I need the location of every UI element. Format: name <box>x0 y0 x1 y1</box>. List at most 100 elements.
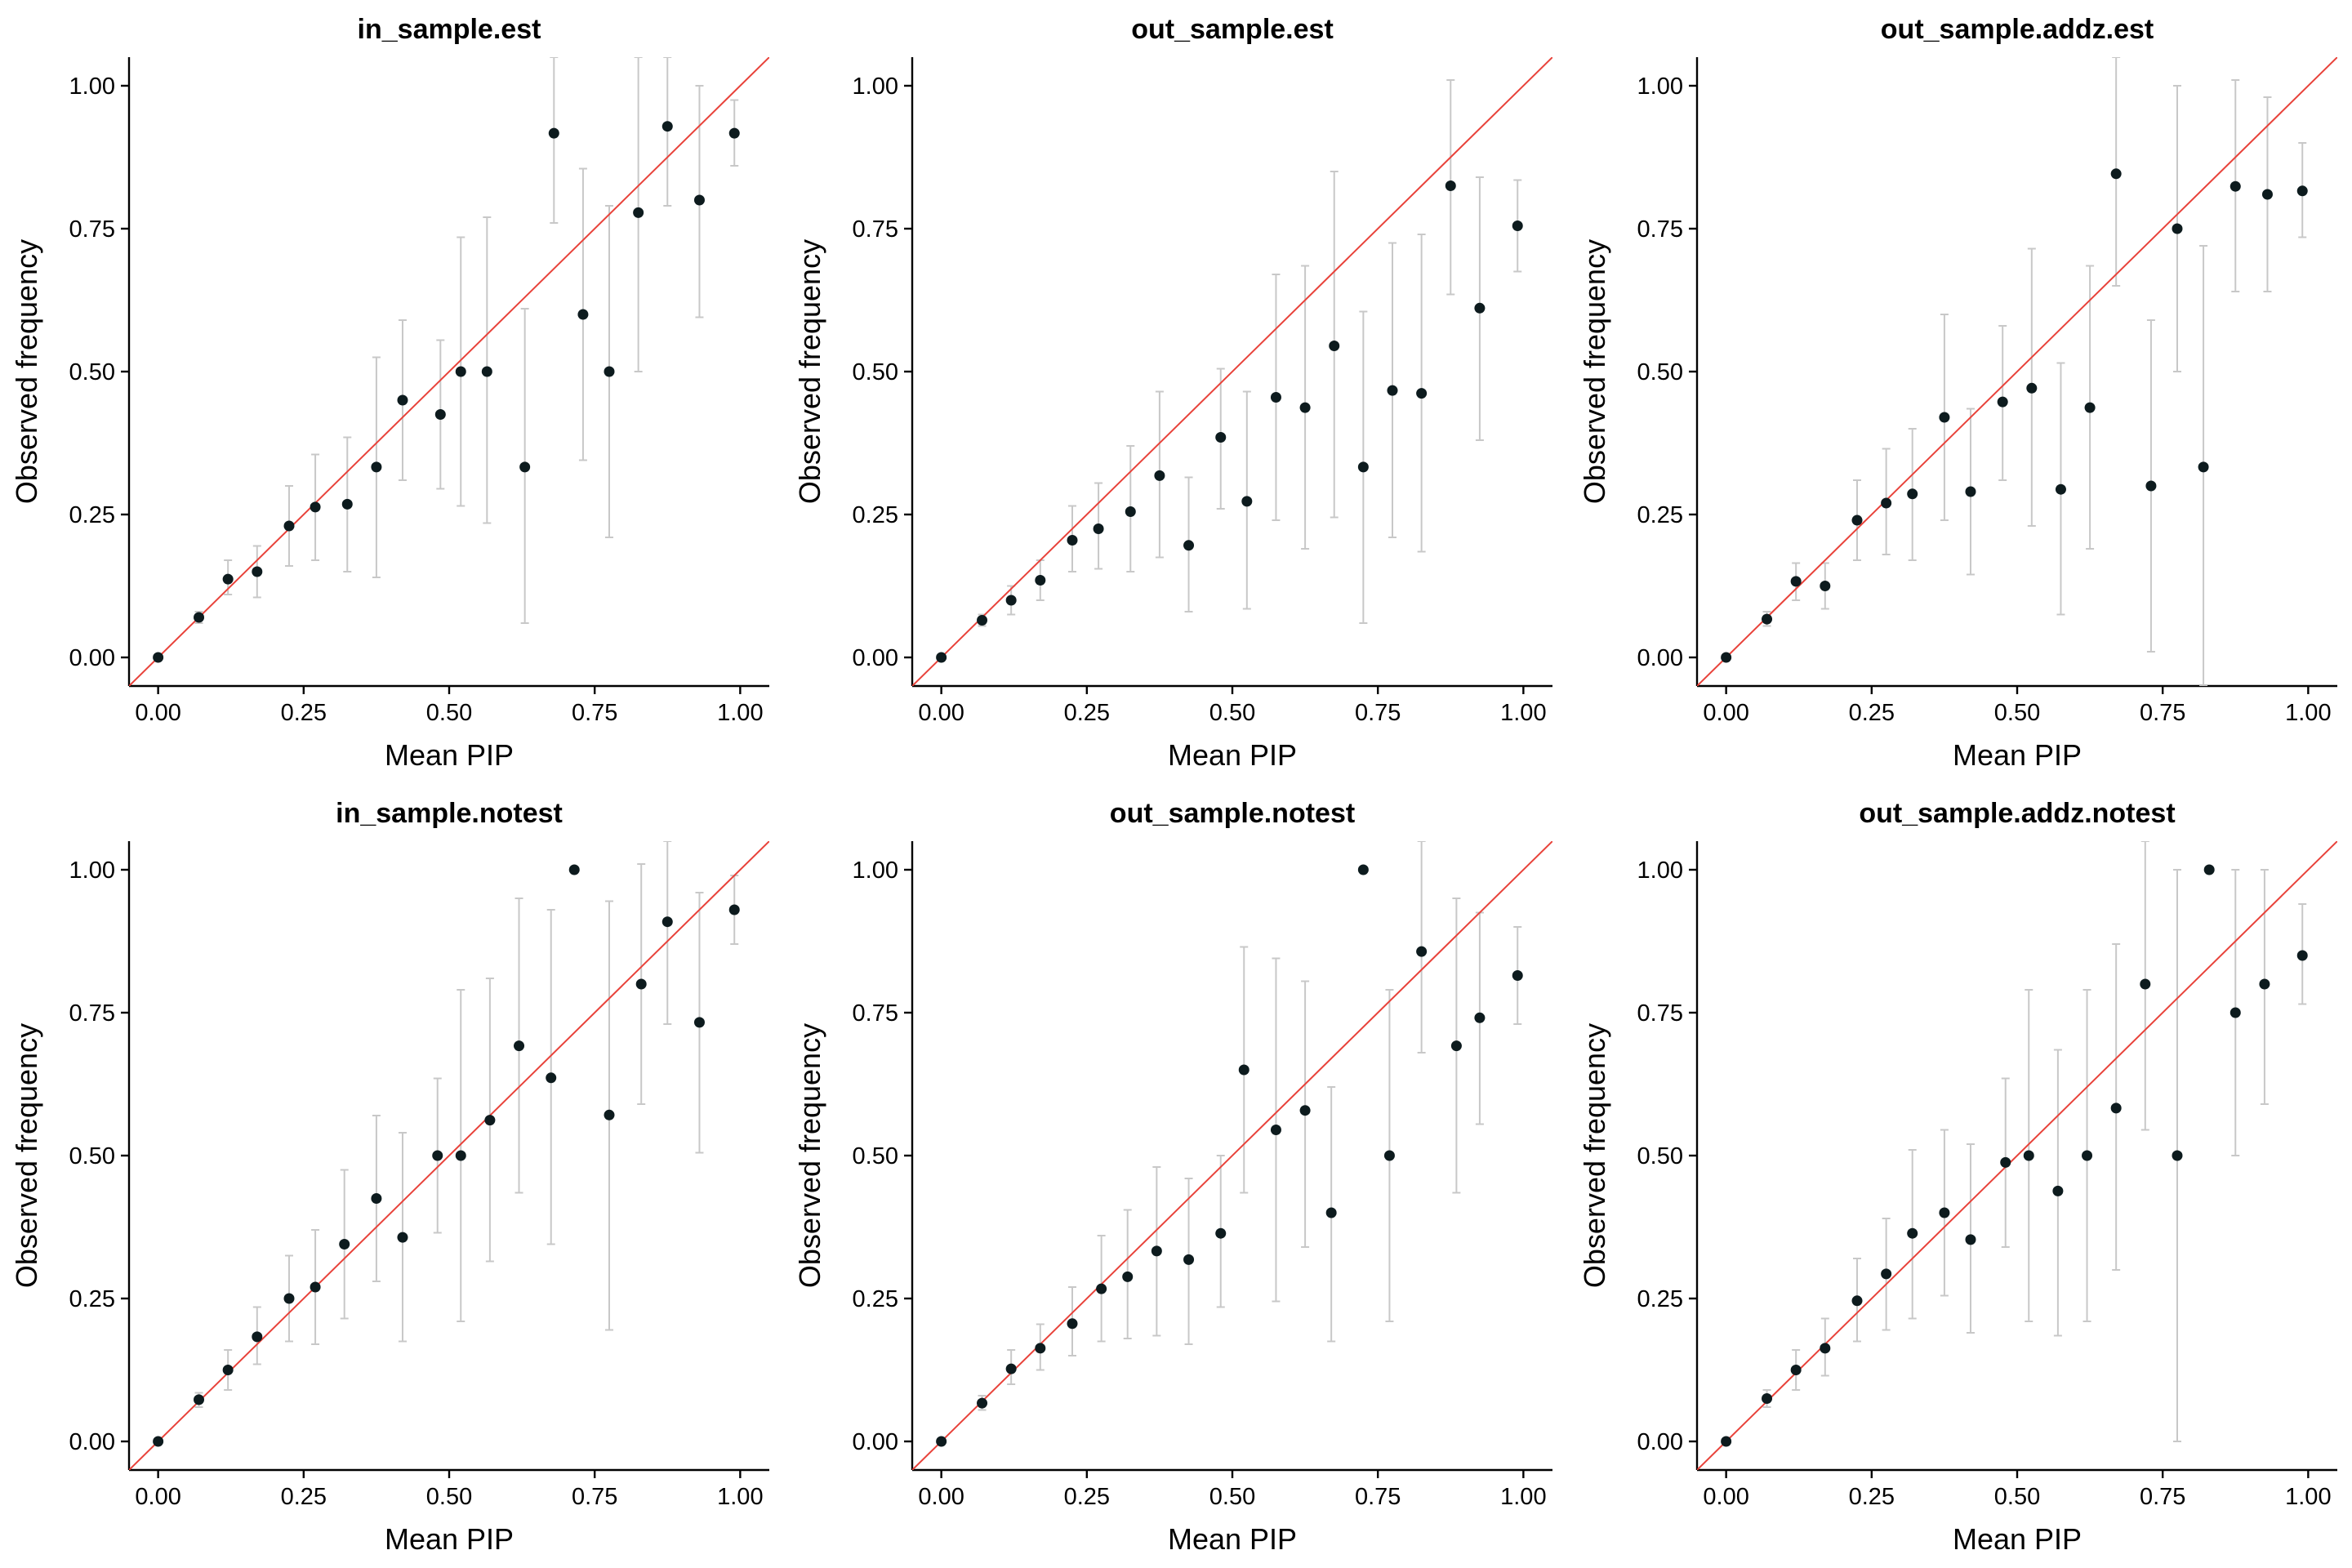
data-point <box>455 1150 466 1161</box>
data-point <box>633 207 644 218</box>
data-point <box>2026 382 2038 394</box>
data-point <box>1416 388 1428 399</box>
reference-line <box>1697 841 2337 1470</box>
plot-area <box>1697 57 2337 686</box>
data-point <box>1907 488 1918 500</box>
data-point <box>310 501 321 513</box>
reference-line <box>912 841 1552 1470</box>
data-point <box>1154 470 1165 481</box>
data-point <box>1067 535 1078 546</box>
x-tick-label: 0.50 <box>1994 1484 2040 1510</box>
panel-4: out_sample.notest 0.00 0.25 0.50 0.75 1.00 0.0… <box>793 798 1552 1556</box>
y-tick-label: 0.50 <box>853 359 898 385</box>
data-point <box>519 461 531 473</box>
plot-area <box>129 57 769 686</box>
x-tick-label: 0.50 <box>426 700 472 726</box>
panel-1: out_sample.est 0.00 0.25 0.50 0.75 1.00 0.00 0.… <box>793 14 1552 772</box>
y-tick-label: 0.00 <box>69 645 115 671</box>
data-point <box>1241 496 1253 507</box>
data-point <box>1357 864 1369 875</box>
data-point <box>2259 978 2270 990</box>
data-point <box>662 121 673 132</box>
y-tick-label: 1.00 <box>69 74 115 100</box>
y-axis-title: Observed frequency <box>1578 239 1611 504</box>
y-tick-label: 0.00 <box>1637 645 1683 671</box>
data-point <box>371 1193 382 1204</box>
x-tick-label: 0.50 <box>1209 700 1255 726</box>
y-tick-label: 0.00 <box>853 645 898 671</box>
data-point <box>455 366 466 377</box>
data-point <box>194 612 205 623</box>
data-point <box>1450 1040 1462 1052</box>
data-point <box>1215 1227 1227 1239</box>
data-point <box>2198 461 2209 473</box>
y-axis-title: Observed frequency <box>1578 1023 1611 1288</box>
data-point <box>1125 506 1136 517</box>
x-tick-label: 0.25 <box>1064 700 1110 726</box>
panel-title: in_sample.est <box>358 14 541 45</box>
data-point <box>2296 950 2308 961</box>
x-tick-label: 0.25 <box>281 1484 327 1510</box>
data-point <box>1965 1234 1976 1245</box>
data-point <box>1383 1150 1395 1161</box>
x-tick-label: 1.00 <box>1500 1484 1546 1510</box>
data-point <box>1357 461 1369 473</box>
data-point <box>2172 223 2183 234</box>
data-point <box>2230 1007 2241 1018</box>
y-tick-label: 1.00 <box>1637 858 1683 884</box>
x-tick-label: 0.00 <box>1703 700 1748 726</box>
data-point <box>1151 1245 1162 1257</box>
data-point <box>1820 1343 1831 1354</box>
data-point <box>252 1331 263 1343</box>
data-point <box>1270 1125 1281 1135</box>
y-tick-label: 1.00 <box>853 74 898 100</box>
data-point <box>153 1436 164 1447</box>
data-point <box>2000 1156 2011 1168</box>
data-point <box>1939 412 1950 423</box>
data-point <box>1851 1295 1863 1307</box>
data-point <box>514 1040 525 1052</box>
x-tick-label: 0.50 <box>1994 700 2040 726</box>
plot-area <box>912 841 1552 1470</box>
data-point <box>1183 1254 1195 1265</box>
x-tick-label: 1.00 <box>717 1484 763 1510</box>
x-tick-label: 0.75 <box>2140 1484 2185 1510</box>
y-axis-title: Observed frequency <box>793 1023 826 1288</box>
y-tick-label: 0.00 <box>1637 1429 1683 1455</box>
y-axis-title: Observed frequency <box>10 239 43 504</box>
panel-5: out_sample.addz.notest 0.00 0.25 0.50 0.75 1.… <box>1578 798 2337 1556</box>
x-axis-title: Mean PIP <box>1953 738 2082 772</box>
data-point <box>283 520 295 532</box>
data-point <box>1005 595 1017 606</box>
x-tick-label: 0.00 <box>918 1484 964 1510</box>
data-point <box>936 1436 947 1447</box>
data-point <box>1939 1207 1950 1218</box>
y-tick-label: 1.00 <box>853 858 898 884</box>
x-axis-title: Mean PIP <box>1953 1522 2082 1556</box>
y-tick-label: 0.25 <box>69 502 115 528</box>
data-point <box>1762 1393 1773 1404</box>
data-point <box>1907 1227 1918 1239</box>
data-point <box>1299 1105 1311 1116</box>
data-point <box>2082 1150 2093 1161</box>
data-point <box>1325 1207 1337 1218</box>
data-point <box>222 573 234 585</box>
data-point <box>2203 864 2215 875</box>
data-point <box>1329 341 1340 351</box>
data-point <box>1445 180 1456 191</box>
x-tick-label: 0.50 <box>426 1484 472 1510</box>
y-tick-label: 0.25 <box>853 1286 898 1312</box>
data-point <box>693 194 705 206</box>
data-point <box>434 409 446 420</box>
panel-title: out_sample.addz.notest <box>1859 798 2175 829</box>
data-point <box>977 615 988 626</box>
data-point <box>2261 189 2273 200</box>
data-point <box>1881 1268 1892 1280</box>
data-point <box>397 394 408 406</box>
x-tick-label: 0.25 <box>1849 700 1895 726</box>
data-point <box>1790 576 1802 587</box>
panel-title: out_sample.addz.est <box>1881 14 2154 45</box>
data-point <box>1387 385 1398 396</box>
x-tick-label: 1.00 <box>1500 700 1546 726</box>
data-point <box>2110 168 2122 180</box>
